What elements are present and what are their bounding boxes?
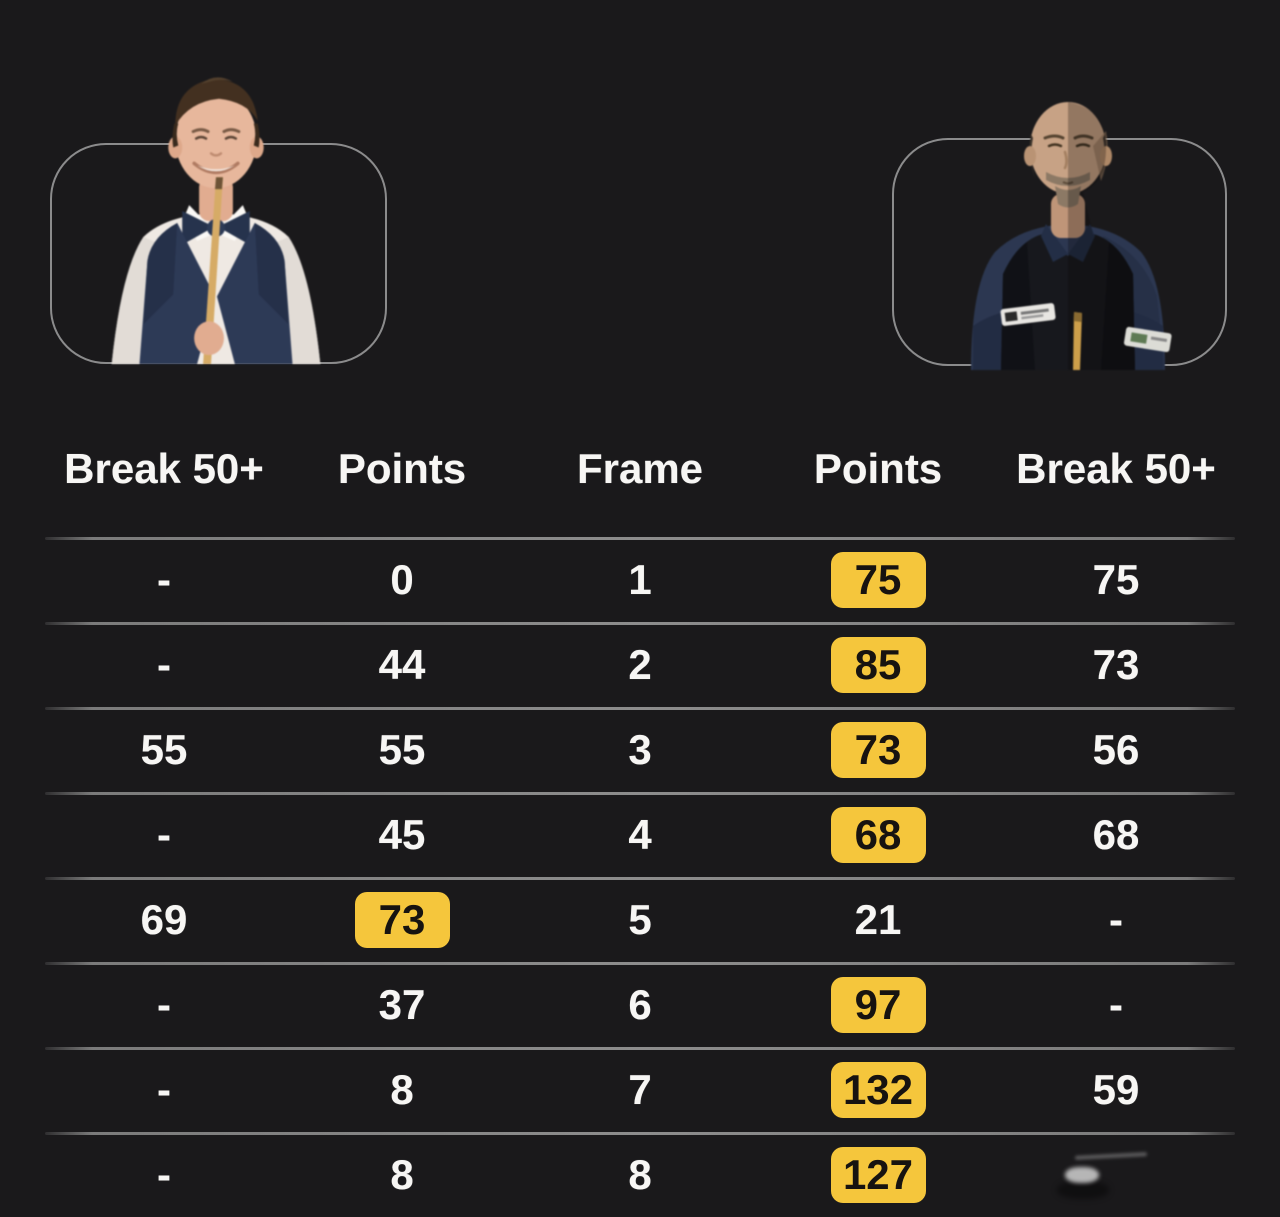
points-right-cell: 85: [759, 636, 997, 693]
points-left-cell: 37: [378, 980, 426, 1028]
header-points-left: Points: [337, 444, 467, 492]
table-body: -0 1 75 75-44 2 85 73 55 55 3 73 56-45 4 68 68 69 73 5 21-…: [45, 537, 1235, 1217]
points-right-cell: 75: [759, 551, 997, 608]
points-right-cell: 127: [759, 1146, 997, 1203]
break-right-cell: 75: [1092, 555, 1140, 603]
frame-row: - 0 1 75 75: [45, 537, 1235, 622]
frame-row: - 45 4 68 68: [45, 792, 1235, 877]
winning-points-badge: 132: [830, 1061, 926, 1118]
winning-points-badge: 85: [830, 636, 926, 693]
break-left-cell: 69: [140, 895, 188, 943]
points-right-cell: 132: [759, 1061, 997, 1118]
header-break-right: Break 50+: [1016, 444, 1216, 492]
header-points-right: Points: [813, 444, 943, 492]
break-left-cell: -: [157, 640, 171, 688]
break-right-cell: 56: [1092, 725, 1140, 773]
break-right-cell: -: [1109, 895, 1123, 943]
frame-cell: 1: [628, 555, 652, 603]
points-left-cell: 73: [283, 891, 521, 948]
points-left-cell: 8: [390, 1150, 414, 1198]
points-left-cell: 0: [390, 555, 414, 603]
winning-points-badge: 68: [830, 806, 926, 863]
break-right-cell: -: [1109, 980, 1123, 1028]
points-left-cell: 45: [378, 810, 426, 858]
points-left-cell: 44: [378, 640, 426, 688]
frame-cell: 6: [628, 980, 652, 1028]
winning-points-badge: 73: [354, 891, 450, 948]
frame-row: - 8 7 132 59: [45, 1047, 1235, 1132]
header-frame: Frame: [576, 444, 704, 492]
frame-row: - 37 6 97 -: [45, 962, 1235, 1047]
break-left-cell: -: [157, 555, 171, 603]
frame-row: - 44 2 85 73: [45, 622, 1235, 707]
break-right-cell: 68: [1092, 810, 1140, 858]
frame-cell: 4: [628, 810, 652, 858]
frame-cell: 8: [628, 1150, 652, 1198]
frame-cell: 7: [628, 1065, 652, 1113]
frame-cell: 5: [628, 895, 652, 943]
break-left-cell: -: [157, 1065, 171, 1113]
break-left-cell: -: [157, 1150, 171, 1198]
frame-row: - 8 8 127: [45, 1132, 1235, 1217]
points-right-cell: 73: [759, 721, 997, 778]
points-left-cell: 55: [378, 725, 426, 773]
header-break-left: Break 50+: [64, 444, 264, 492]
winning-points-badge: 75: [830, 551, 926, 608]
winning-points-badge: 127: [830, 1146, 926, 1203]
break-left-cell: -: [157, 810, 171, 858]
frame-cell: 3: [628, 725, 652, 773]
break-left-cell: -: [157, 980, 171, 1028]
frame-scores-table: Break 50+ Points Frame Points Break 50+ …: [45, 400, 1235, 1217]
break-right-cell: 59: [1092, 1065, 1140, 1113]
player-left-photo: [111, 77, 321, 364]
frame-cell: 2: [628, 640, 652, 688]
break-right-cell: 73: [1092, 640, 1140, 688]
player-right-photo: [971, 102, 1172, 370]
frame-row: 69 73 5 21 -: [45, 877, 1235, 962]
frame-row: 55 55 3 73 56: [45, 707, 1235, 792]
winning-points-badge: 73: [830, 721, 926, 778]
points-right-cell: 97: [759, 976, 997, 1033]
break-left-cell: 55: [140, 725, 188, 773]
points-right-cell: 21: [854, 895, 902, 943]
winning-points-badge: 97: [830, 976, 926, 1033]
points-right-cell: 68: [759, 806, 997, 863]
points-left-cell: 8: [390, 1065, 414, 1113]
table-header-row: Break 50+ Points Frame Points Break 50+: [45, 400, 1235, 537]
